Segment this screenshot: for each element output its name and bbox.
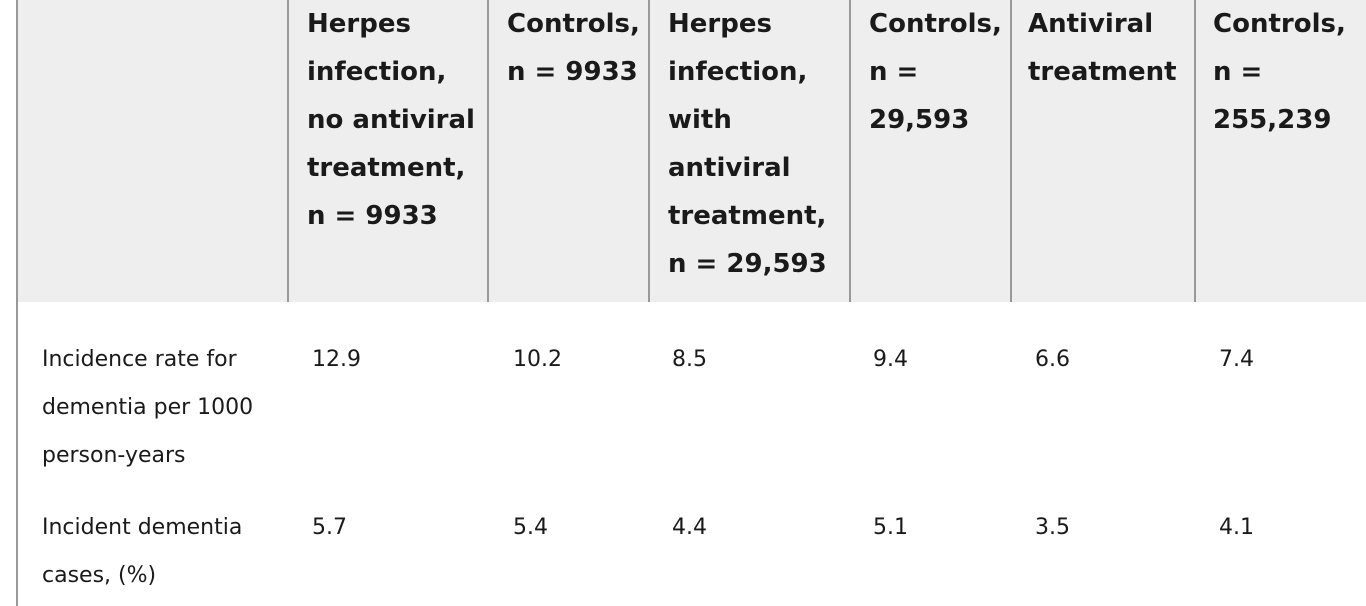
row-label-incidence-rate: Incidence rate for dementia per 1000 per…	[42, 347, 254, 468]
header-cell-herpes-no-antiviral: Herpes infection, no antiviral treatment…	[287, 0, 488, 302]
header-cell-antiviral-treatment: Antiviral treatment	[1010, 0, 1195, 302]
header-line: n = 9933	[507, 57, 638, 87]
row-label-incident-cases: Incident dementia cases, (%)	[42, 515, 243, 588]
header-line: Herpes	[307, 9, 411, 39]
header-line: Antiviral	[1028, 9, 1154, 39]
header-line: n = 9933	[307, 201, 438, 231]
header-line: treatment	[1028, 57, 1177, 87]
header-line: infection,	[668, 57, 808, 87]
table-cell: 10.2	[513, 347, 562, 372]
table-cell: 7.4	[1219, 347, 1254, 372]
header-cell-controls-255239: Controls, n = 255,239	[1194, 0, 1366, 302]
table-cell: 4.4	[672, 515, 707, 540]
header-line: no antiviral	[307, 105, 475, 135]
header-line: treatment,	[307, 153, 466, 183]
data-table: Herpes infection, no antiviral treatment…	[16, 0, 1366, 606]
table-cell: 12.9	[312, 347, 361, 372]
header-line: Controls,	[869, 9, 1002, 39]
header-line: n =	[869, 57, 919, 87]
table-cell: 5.1	[873, 515, 908, 540]
header-line: n = 29,593	[668, 249, 827, 279]
table-cell: 4.1	[1219, 515, 1254, 540]
header-line: with	[668, 105, 732, 135]
header-line: n =	[1213, 57, 1263, 87]
table-cell: 9.4	[873, 347, 908, 372]
header-line: infection,	[307, 57, 447, 87]
table-cell: 8.5	[672, 347, 707, 372]
header-line: Herpes	[668, 9, 772, 39]
header-cell-controls-29593: Controls, n = 29,593	[849, 0, 1011, 302]
header-cell-controls-9933: Controls, n = 9933	[487, 0, 649, 302]
header-cell-herpes-with-antiviral: Herpes infection, with antiviral treatme…	[648, 0, 850, 302]
table-cell: 6.6	[1035, 347, 1070, 372]
header-line: Controls,	[507, 9, 640, 39]
header-line: antiviral	[668, 153, 791, 183]
table-header-row: Herpes infection, no antiviral treatment…	[18, 0, 1366, 302]
header-line: treatment,	[668, 201, 827, 231]
table-cell: 3.5	[1035, 515, 1070, 540]
header-line: Controls,	[1213, 9, 1346, 39]
header-line: 255,239	[1213, 105, 1332, 135]
header-line: 29,593	[869, 105, 970, 135]
table-cell: 5.7	[312, 515, 347, 540]
header-cell-empty	[18, 0, 288, 302]
table-cell: 5.4	[513, 515, 548, 540]
